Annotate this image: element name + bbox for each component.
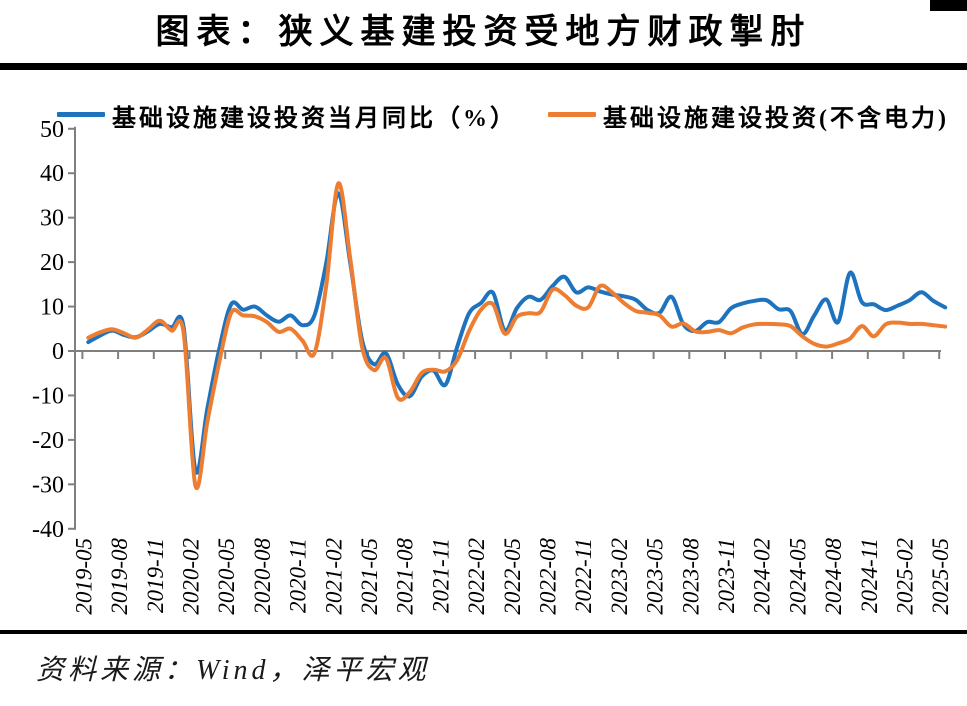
page-title: 图表：狭义基建投资受地方财政掣肘 xyxy=(155,14,812,51)
x-tick-label: 2019-08 xyxy=(107,538,132,615)
legend-label-excl-electricity: 基础设施建设投资(不含电力) xyxy=(603,106,949,132)
y-tick-label: 50 xyxy=(40,117,64,143)
y-tick-label: -10 xyxy=(32,383,64,409)
x-tick-label: 2022-11 xyxy=(571,538,596,613)
x-tick-label: 2020-08 xyxy=(250,538,275,615)
x-tick-label: 2020-02 xyxy=(179,538,204,615)
x-tick-label: 2021-05 xyxy=(357,538,382,615)
y-tick-label: 30 xyxy=(40,206,64,232)
y-tick-label: 10 xyxy=(40,295,64,321)
y-tick-label: -30 xyxy=(32,472,64,498)
x-tick-label: 2020-11 xyxy=(286,538,311,613)
x-tick-label: 2023-11 xyxy=(714,538,739,613)
y-tick-label: 20 xyxy=(40,250,64,276)
y-tick-label: -40 xyxy=(32,517,64,543)
series-line-monthly-yoy xyxy=(86,191,948,475)
x-tick-label: 2021-08 xyxy=(393,538,418,615)
x-tick-label: 2025-05 xyxy=(928,538,953,615)
x-tick-label: 2023-05 xyxy=(643,538,668,615)
x-tick-label: 2023-08 xyxy=(678,538,703,615)
x-tick-label: 2024-02 xyxy=(750,538,775,615)
legend-line-blue-icon xyxy=(57,112,105,117)
y-tick-label: 40 xyxy=(40,161,64,187)
x-tick-label: 2019-11 xyxy=(143,538,168,613)
chart-legend: 基础设施建设投资当月同比（%） 基础设施建设投资(不含电力) xyxy=(0,98,967,132)
footer-divider xyxy=(0,630,967,634)
x-tick-label: 2022-05 xyxy=(500,538,525,615)
x-tick-label: 2020-05 xyxy=(214,538,239,615)
x-tick-label: 2023-02 xyxy=(607,538,632,615)
legend-line-orange-icon xyxy=(548,112,596,117)
x-tick-label: 2024-08 xyxy=(821,538,846,615)
x-tick-label: 2021-11 xyxy=(428,538,453,613)
x-tick-label: 2024-11 xyxy=(857,538,882,613)
y-tick-label: 0 xyxy=(52,339,64,365)
legend-label-monthly-yoy: 基础设施建设投资当月同比（%） xyxy=(112,106,517,132)
series-line-excl-electricity xyxy=(86,181,948,491)
x-tick-label: 2024-05 xyxy=(785,538,810,615)
x-tick-label: 2019-05 xyxy=(71,538,96,615)
x-tick-label: 2022-02 xyxy=(464,538,489,615)
x-tick-label: 2022-08 xyxy=(536,538,561,615)
title-divider xyxy=(0,63,967,70)
x-tick-label: 2021-02 xyxy=(321,538,346,615)
source-note: 资料来源：Wind，泽平宏观 xyxy=(36,655,430,686)
x-tick-label: 2025-02 xyxy=(893,538,918,615)
y-tick-label: -20 xyxy=(32,428,64,454)
corner-marker xyxy=(930,0,967,11)
